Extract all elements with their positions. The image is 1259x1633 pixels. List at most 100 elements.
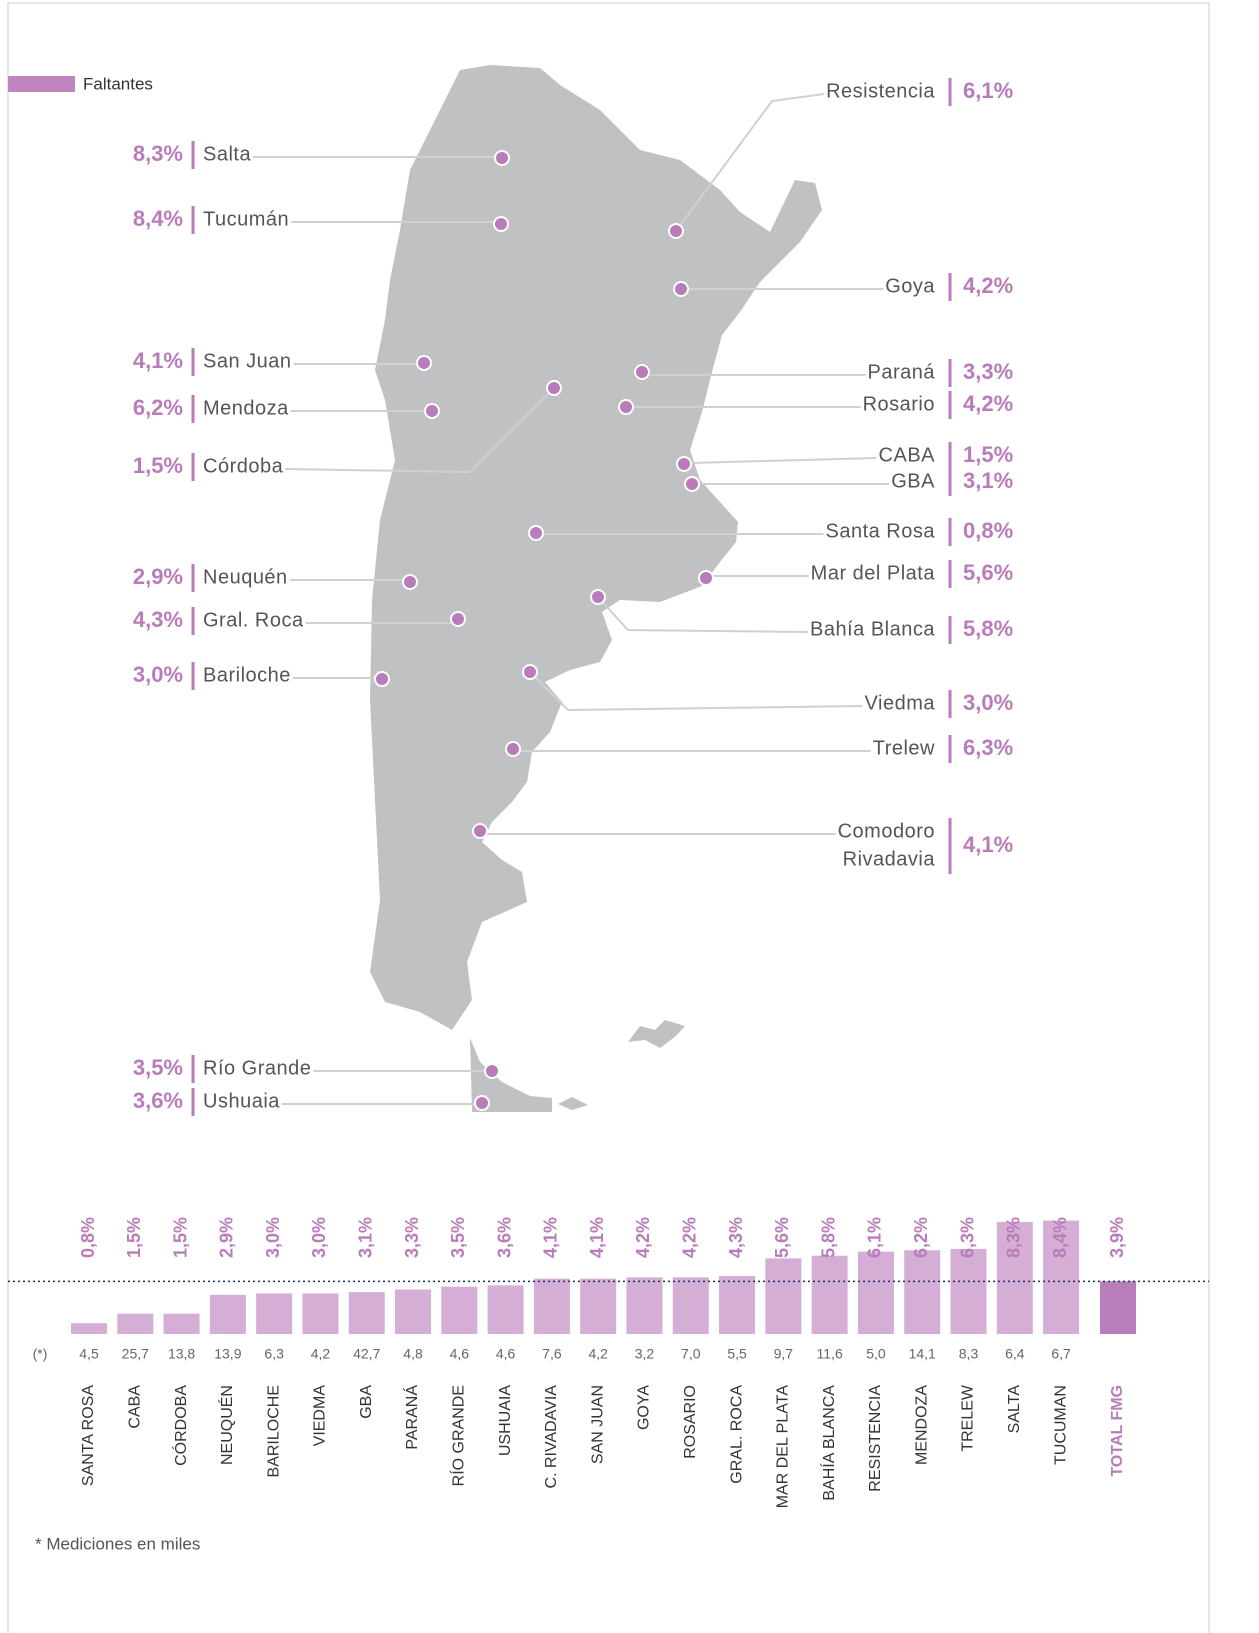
count-label: 4,6 bbox=[450, 1346, 470, 1362]
city-dot bbox=[522, 664, 538, 680]
bar bbox=[117, 1313, 154, 1334]
leader-line bbox=[675, 93, 825, 232]
city-value: 5,8% bbox=[963, 616, 1013, 641]
bar-value-label: 8,3% bbox=[1004, 1217, 1024, 1258]
leader-line bbox=[285, 387, 555, 474]
bar-value-label: 1,5% bbox=[170, 1217, 190, 1258]
bar-value-label: 2,9% bbox=[217, 1217, 237, 1258]
bar bbox=[811, 1255, 848, 1334]
bar bbox=[950, 1248, 987, 1334]
category-label: RÍO GRANDE bbox=[449, 1385, 468, 1486]
bar-value-label: 6,1% bbox=[865, 1217, 885, 1258]
leader-line bbox=[705, 575, 809, 578]
bar bbox=[71, 1323, 107, 1334]
category-label: BAHÍA BLANCA bbox=[819, 1385, 838, 1501]
bar-value-label: 4,1% bbox=[587, 1217, 607, 1258]
category-label: TOTAL FMG bbox=[1109, 1385, 1126, 1477]
bar bbox=[996, 1221, 1033, 1334]
count-label: 4,2 bbox=[311, 1346, 331, 1362]
city-value: 4,2% bbox=[963, 273, 1013, 298]
city-name: Santa Rosa bbox=[825, 520, 935, 542]
bar-value-label: 0,8% bbox=[78, 1217, 98, 1258]
city-value: 3,6% bbox=[133, 1088, 183, 1113]
bar bbox=[719, 1275, 756, 1334]
count-label: 9,7 bbox=[774, 1346, 794, 1362]
city-value: 1,5% bbox=[133, 453, 183, 478]
city-value: 8,3% bbox=[133, 141, 183, 166]
city-value: 3,3% bbox=[963, 359, 1013, 384]
city-name: Tucumán bbox=[203, 208, 289, 230]
city-name: GBA bbox=[891, 470, 935, 492]
count-label: 13,9 bbox=[214, 1346, 241, 1362]
city-name: Goya bbox=[885, 275, 935, 297]
bar bbox=[765, 1258, 802, 1334]
count-label: 4,8 bbox=[403, 1346, 423, 1362]
category-label: SAN JUAN bbox=[589, 1385, 606, 1464]
city-name: CABA bbox=[879, 444, 936, 466]
bar bbox=[626, 1277, 663, 1334]
city-dot bbox=[505, 741, 521, 757]
bar-value-label: 5,8% bbox=[818, 1217, 838, 1258]
city-dot bbox=[402, 574, 418, 590]
bar-value-label: 3,6% bbox=[494, 1217, 514, 1258]
city-name: Bahía Blanca bbox=[810, 618, 935, 640]
footnote: * Mediciones en miles bbox=[35, 1534, 200, 1553]
bar bbox=[395, 1289, 432, 1334]
category-label: NEUQUÉN bbox=[217, 1385, 236, 1465]
city-dot bbox=[450, 611, 466, 627]
count-label: 42,7 bbox=[353, 1346, 380, 1362]
city-name: Río Grande bbox=[203, 1057, 311, 1079]
category-label: ROSARIO bbox=[682, 1385, 699, 1459]
category-label: USHUAIA bbox=[497, 1385, 514, 1456]
city-name: Bariloche bbox=[203, 664, 291, 686]
leader-line bbox=[281, 1103, 483, 1105]
city-name: Mar del Plata bbox=[811, 562, 936, 584]
city-dot bbox=[546, 380, 562, 396]
city-name: Comodoro bbox=[838, 820, 935, 842]
bar bbox=[857, 1251, 894, 1334]
city-name: Ushuaia bbox=[203, 1090, 280, 1112]
city-value: 2,9% bbox=[133, 564, 183, 589]
city-dot bbox=[472, 823, 488, 839]
category-label: GBA bbox=[358, 1385, 375, 1419]
city-name: Resistencia bbox=[826, 80, 935, 102]
bar bbox=[672, 1277, 709, 1334]
bar bbox=[256, 1293, 293, 1334]
city-name: Rosario bbox=[863, 393, 935, 415]
city-value: 4,2% bbox=[963, 391, 1013, 416]
count-label: 6,3 bbox=[264, 1346, 284, 1362]
city-value: 1,5% bbox=[963, 442, 1013, 467]
city-dot bbox=[618, 399, 634, 415]
city-value: 3,0% bbox=[133, 662, 183, 687]
leader-line bbox=[529, 671, 863, 712]
city-dot bbox=[676, 456, 692, 472]
city-name: Paraná bbox=[868, 361, 936, 383]
city-name: Trelew bbox=[873, 737, 935, 759]
bar bbox=[533, 1278, 570, 1334]
city-dot bbox=[698, 570, 714, 586]
count-label: 14,1 bbox=[909, 1346, 936, 1362]
city-dot bbox=[684, 476, 700, 492]
bar bbox=[441, 1286, 478, 1334]
category-label: TRELEW bbox=[960, 1384, 977, 1452]
city-value: 6,1% bbox=[963, 78, 1013, 103]
count-label: 8,3 bbox=[959, 1346, 979, 1362]
count-label: 5,5 bbox=[727, 1346, 747, 1362]
count-label: 5,0 bbox=[866, 1346, 886, 1362]
category-label: MENDOZA bbox=[913, 1385, 930, 1465]
bar-value-label: 3,0% bbox=[263, 1217, 283, 1258]
bar bbox=[163, 1313, 200, 1334]
leader-line bbox=[253, 156, 503, 158]
bar bbox=[348, 1292, 385, 1334]
bar-value-label: 6,2% bbox=[911, 1217, 931, 1258]
map-argentina bbox=[370, 65, 822, 1030]
city-dot bbox=[484, 1063, 500, 1079]
bar bbox=[904, 1250, 941, 1334]
city-value: 6,2% bbox=[133, 395, 183, 420]
city-value: 0,8% bbox=[963, 518, 1013, 543]
leader-line bbox=[597, 596, 809, 633]
category-label: GRAL. ROCA bbox=[728, 1385, 745, 1484]
leader-line bbox=[512, 749, 871, 752]
bar bbox=[302, 1293, 339, 1334]
